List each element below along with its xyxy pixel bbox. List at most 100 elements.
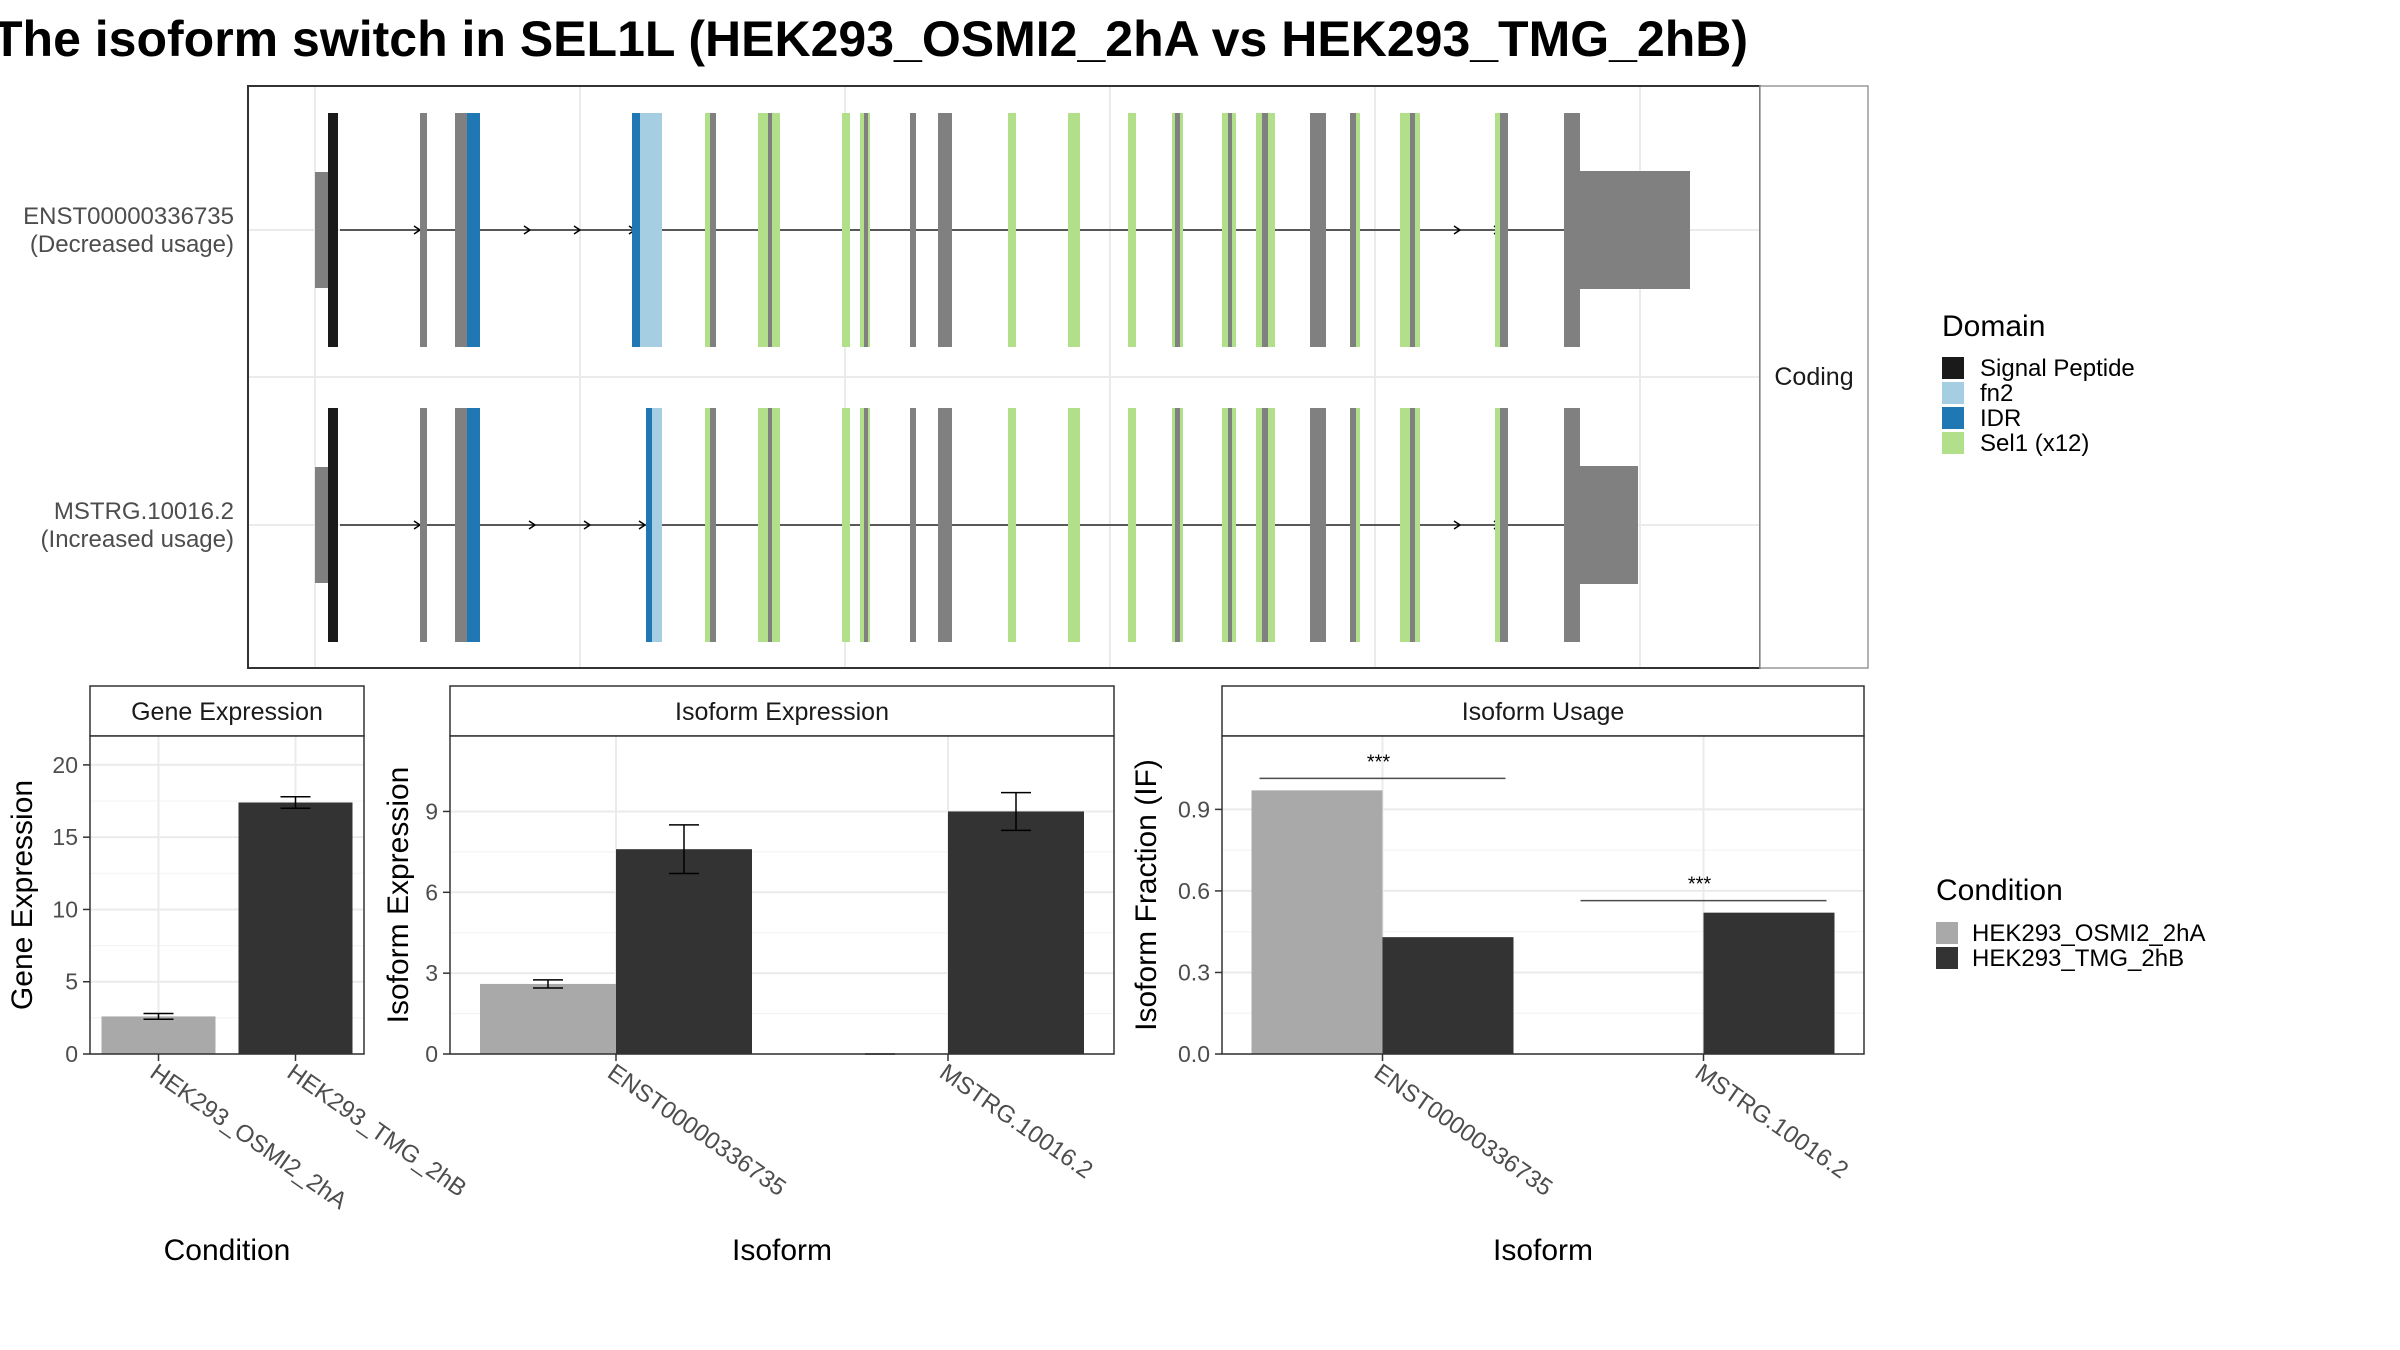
bar — [1382, 937, 1514, 1054]
coding-exon — [864, 408, 868, 642]
domain-exon — [1128, 113, 1136, 347]
bar — [480, 983, 616, 1054]
coding-exon — [1350, 408, 1356, 642]
domain-legend-label: Sel1 (x12) — [1980, 430, 2089, 457]
bar — [1703, 912, 1835, 1054]
panel-strip — [89, 685, 365, 737]
idr-exon — [646, 408, 652, 642]
direction-arrow — [573, 225, 582, 235]
coding-exon — [910, 113, 916, 347]
x-axis-title: Condition — [164, 1234, 291, 1267]
x-tick-label: ENST00000336735 — [1369, 1059, 1557, 1202]
fn2-exon — [652, 408, 662, 642]
x-tick-label: MSTRG.10016.2 — [935, 1059, 1098, 1184]
direction-arrow — [1453, 225, 1462, 235]
utr-exon — [315, 172, 330, 288]
y-axis-title: Isoform Expression — [382, 767, 415, 1024]
coding-exon — [1262, 408, 1268, 642]
coding-exon — [420, 408, 427, 642]
direction-arrow — [523, 225, 532, 235]
direction-arrow — [583, 520, 592, 530]
utr-exon — [1580, 466, 1638, 584]
panel-title: Gene Expression — [131, 698, 323, 726]
domain-exon — [328, 408, 338, 642]
plot-border — [449, 735, 1115, 1055]
domain-exon — [705, 113, 714, 347]
coding-exon — [938, 113, 952, 347]
y-axis-title: Gene Expression — [6, 780, 39, 1010]
x-tick-label: ENST00000336735 — [603, 1059, 791, 1202]
direction-arrow — [638, 520, 647, 530]
domain-legend-label: Signal Peptide — [1980, 355, 2135, 382]
coding-exon — [1500, 408, 1508, 642]
coding-exon — [1410, 408, 1415, 642]
domain-legend-key — [1942, 357, 1964, 379]
transcript-usage-label: (Decreased usage) — [30, 231, 234, 258]
condition-legend-label: HEK293_TMG_2hB — [1972, 945, 2184, 972]
y-tick-label: 3 — [425, 960, 438, 986]
plot-border — [1221, 735, 1865, 1055]
condition-legend-title: Condition — [1936, 874, 2063, 907]
coding-exon — [864, 113, 868, 347]
bar — [101, 1016, 216, 1054]
y-axis-title: Isoform Fraction (IF) — [1130, 759, 1163, 1031]
idr-exon — [632, 113, 640, 347]
coding-exon — [1500, 113, 1508, 347]
significance-label: *** — [1367, 751, 1391, 773]
transcript-row — [315, 113, 1690, 347]
domain-legend-key — [1942, 382, 1964, 404]
y-tick-label: 20 — [52, 752, 78, 778]
coding-exon — [1310, 408, 1326, 642]
domain-exon — [467, 113, 480, 347]
y-tick-label: 0.6 — [1178, 878, 1210, 904]
coding-exon — [768, 113, 772, 347]
error-bar — [1001, 791, 1031, 832]
direction-arrow — [528, 520, 537, 530]
domain-exon — [1068, 408, 1080, 642]
domain-exon — [842, 113, 850, 347]
coding-exon — [1310, 113, 1326, 347]
domain-exon — [1008, 408, 1016, 642]
y-tick-label: 0.0 — [1178, 1041, 1210, 1067]
panel-title: Isoform Usage — [1462, 698, 1625, 726]
transcript-usage-label: (Increased usage) — [41, 526, 234, 553]
isoform-expression-panel: Isoform Expression 0 3 6 9 ENST00000336735 MST… — [382, 685, 1115, 1267]
domain-legend-label: fn2 — [1980, 380, 2013, 407]
coding-exon — [1228, 408, 1232, 642]
coding-exon — [938, 408, 952, 642]
panel-strip — [449, 685, 1115, 737]
domain-exon — [1008, 113, 1016, 347]
coding-exon — [455, 113, 467, 347]
domain-legend-key — [1942, 407, 1964, 429]
coding-exon — [420, 113, 427, 347]
condition-legend-key — [1936, 947, 1958, 969]
condition-legend-key — [1936, 922, 1958, 944]
condition-legend-label: HEK293_OSMI2_2hA — [1972, 920, 2205, 947]
coding-exon — [710, 408, 716, 642]
x-axis-title: Isoform — [732, 1234, 832, 1267]
bar — [238, 802, 353, 1054]
y-tick-label: 0 — [65, 1041, 78, 1067]
isoform-structure-panel: Coding ENST00000336735(Decreased usage) MS… — [23, 85, 1869, 669]
domain-exon — [1128, 408, 1136, 642]
coding-exon — [710, 113, 716, 347]
domain-legend-key — [1942, 432, 1964, 454]
bar — [1251, 790, 1383, 1054]
coding-exon — [1262, 113, 1268, 347]
y-tick-label: 0.9 — [1178, 796, 1210, 822]
coding-exon — [1350, 113, 1356, 347]
domain-legend-label: IDR — [1980, 405, 2021, 432]
y-tick-label: 10 — [52, 896, 78, 922]
transcript-id-label: MSTRG.10016.2 — [54, 498, 234, 525]
structure-strip-label: Coding — [1774, 363, 1853, 391]
y-tick-label: 6 — [425, 879, 438, 905]
x-tick-label: MSTRG.10016.2 — [1690, 1059, 1853, 1184]
y-tick-label: 0.3 — [1178, 959, 1210, 985]
domain-exon — [705, 408, 714, 642]
error-bar — [533, 979, 563, 989]
coding-exon — [1175, 113, 1180, 347]
coding-exon — [1410, 113, 1415, 347]
domain-exon — [328, 113, 338, 347]
